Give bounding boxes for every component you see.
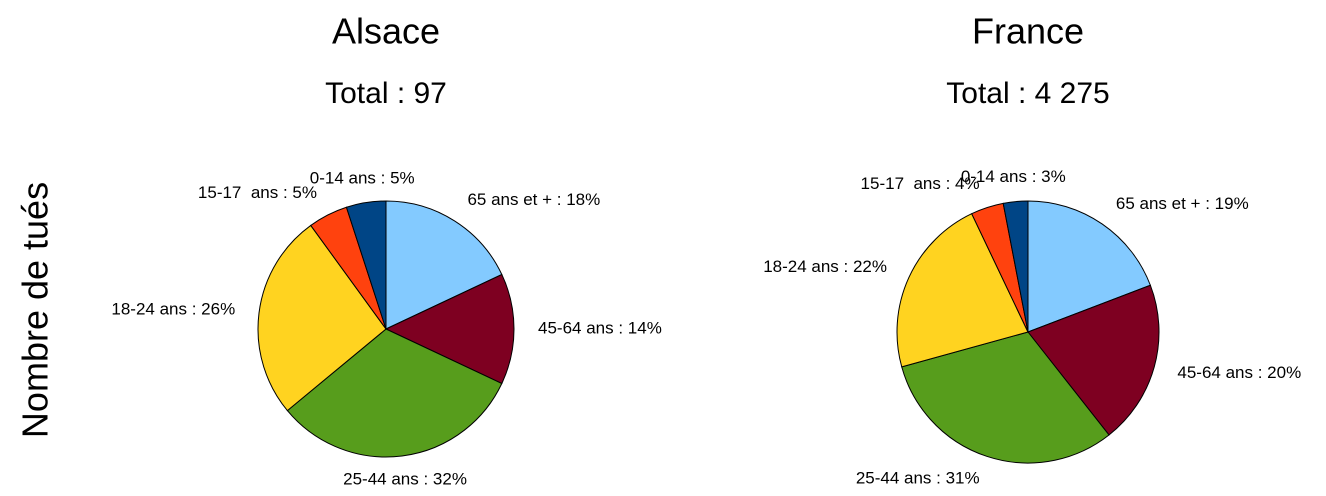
pie-slice: [1027, 200, 1152, 333]
slice-label: 45-64 ans : 20%: [1177, 363, 1301, 382]
pie-slice: [1002, 200, 1029, 333]
slice-label: 15-17 ans : 4%: [861, 174, 980, 193]
slice-label: 45-64 ans : 14%: [538, 318, 662, 337]
slice-label: 15-17 ans : 5%: [198, 183, 317, 202]
chart-subtitle: Total : 97: [325, 77, 447, 110]
chart-title: France: [972, 11, 1084, 52]
slice-label: 18-24 ans : 22%: [763, 257, 887, 276]
slice-label: 0-14 ans : 5%: [310, 168, 415, 187]
slice-label: 65 ans et + : 19%: [1116, 194, 1249, 213]
slice-label: 25-44 ans : 32%: [343, 469, 467, 488]
pie-slice: [286, 328, 503, 458]
pie-slice: [384, 273, 515, 385]
pie-slice: [1027, 284, 1160, 436]
pie-slice: [385, 200, 503, 330]
pie-slice: [345, 200, 387, 330]
chart-title: Alsace: [332, 11, 440, 52]
pie-slice: [896, 213, 1029, 368]
slice-label: 65 ans et + : 18%: [467, 190, 600, 209]
pie-slice: [257, 224, 387, 412]
axis-label: Nombre de tués: [15, 182, 56, 438]
slice-label: 25-44 ans : 31%: [856, 469, 980, 488]
slice-label: 18-24 ans : 26%: [111, 299, 235, 318]
pie-slice: [901, 331, 1110, 464]
chart-subtitle: Total : 4 275: [946, 77, 1109, 110]
slice-label: 0-14 ans : 3%: [961, 167, 1066, 186]
